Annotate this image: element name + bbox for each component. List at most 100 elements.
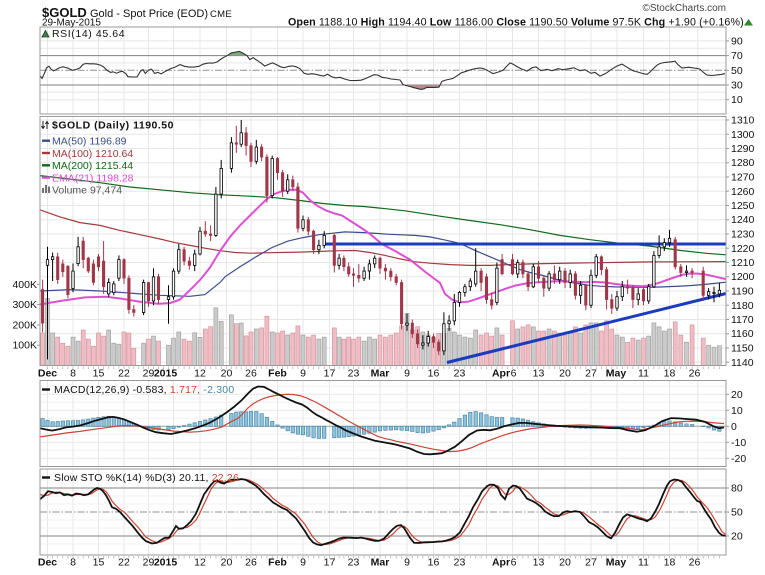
svg-text:$GOLD: $GOLD: [42, 5, 87, 20]
svg-text:1290: 1290: [731, 143, 755, 155]
svg-text:13: 13: [533, 557, 545, 569]
svg-text:9: 9: [404, 368, 410, 380]
svg-text:8: 8: [70, 368, 76, 380]
svg-text:23: 23: [348, 557, 360, 569]
svg-text:23: 23: [348, 368, 360, 380]
svg-text:200K: 200K: [12, 319, 37, 331]
svg-text:16: 16: [428, 557, 440, 569]
svg-text:17: 17: [324, 368, 336, 380]
svg-text:15: 15: [93, 368, 105, 380]
svg-text:MA(50) 1196.89: MA(50) 1196.89: [52, 136, 127, 148]
svg-text:22: 22: [118, 557, 130, 569]
svg-text:29: 29: [143, 368, 155, 380]
svg-text:9: 9: [300, 557, 306, 569]
svg-text:1270: 1270: [731, 172, 755, 184]
svg-text:23: 23: [454, 368, 466, 380]
svg-text:2015: 2015: [154, 557, 178, 569]
svg-text:Dec: Dec: [38, 557, 57, 569]
svg-text:2015: 2015: [154, 368, 178, 380]
svg-text:1190: 1190: [731, 286, 754, 298]
svg-text:MA(200) 1215.44: MA(200) 1215.44: [52, 160, 133, 172]
svg-text:400K: 400K: [12, 279, 37, 291]
svg-text:90: 90: [731, 35, 743, 47]
svg-text:20: 20: [559, 368, 571, 380]
svg-text:18: 18: [664, 557, 676, 569]
svg-text:Apr: Apr: [492, 557, 510, 569]
svg-text:50: 50: [731, 65, 743, 77]
svg-text:26: 26: [689, 557, 701, 569]
svg-text:MACD(12,26,9) -0.583, 1.717, -: MACD(12,26,9) -0.583, 1.717, -2.300: [54, 384, 234, 396]
svg-text:29-May-2015: 29-May-2015: [42, 18, 101, 29]
svg-text:26: 26: [245, 368, 257, 380]
svg-text:12: 12: [194, 368, 206, 380]
svg-text:30: 30: [731, 80, 743, 92]
svg-text:26: 26: [245, 557, 257, 569]
svg-text:Mar: Mar: [371, 557, 390, 569]
svg-text:26: 26: [689, 368, 701, 380]
svg-text:Mar: Mar: [371, 368, 390, 380]
svg-text:10: 10: [731, 405, 743, 417]
svg-text:Open 1188.10 High 1194.40 Low: Open 1188.10 High 1194.40 Low 1186.00 Cl…: [288, 17, 744, 29]
svg-text:-10: -10: [731, 437, 746, 449]
svg-text:10: 10: [731, 94, 743, 106]
svg-text:12: 12: [194, 557, 206, 569]
svg-text:Apr: Apr: [492, 368, 510, 380]
svg-text:20: 20: [731, 531, 743, 543]
svg-text:29: 29: [143, 557, 155, 569]
svg-text:1210: 1210: [731, 257, 755, 269]
svg-text:1240: 1240: [731, 214, 755, 226]
svg-text:1180: 1180: [731, 300, 754, 312]
svg-text:1230: 1230: [731, 229, 755, 241]
svg-text:1310: 1310: [731, 115, 755, 127]
svg-text:Slow STO %K(14) %D(3) 20.11, 2: Slow STO %K(14) %D(3) 20.11, 22.26: [54, 472, 239, 484]
svg-text:1140: 1140: [731, 357, 754, 369]
svg-text:9: 9: [300, 368, 306, 380]
svg-text:6: 6: [511, 368, 517, 380]
svg-text:1220: 1220: [731, 243, 755, 255]
svg-text:1160: 1160: [731, 328, 754, 340]
svg-text:80: 80: [731, 483, 743, 495]
svg-text:11: 11: [638, 557, 649, 569]
svg-text:27: 27: [585, 557, 597, 569]
svg-text:22: 22: [118, 368, 130, 380]
svg-text:Volume 97,474: Volume 97,474: [52, 185, 122, 197]
svg-text:Dec: Dec: [38, 368, 57, 380]
svg-text:17: 17: [324, 557, 336, 569]
svg-text:15: 15: [93, 557, 105, 569]
svg-text:May: May: [606, 557, 627, 569]
svg-text:50: 50: [731, 507, 743, 519]
svg-text:1200: 1200: [731, 271, 755, 283]
svg-text:RSI(14) 45.64: RSI(14) 45.64: [52, 28, 125, 40]
svg-text:70: 70: [731, 50, 743, 62]
svg-text:9: 9: [404, 557, 410, 569]
svg-text:EMA(21) 1198.28: EMA(21) 1198.28: [52, 172, 134, 184]
svg-text:$GOLD (Daily) 1190.50: $GOLD (Daily) 1190.50: [52, 120, 174, 132]
svg-text:1250: 1250: [731, 200, 755, 212]
svg-text:Feb: Feb: [268, 557, 287, 569]
svg-text:1170: 1170: [731, 314, 754, 326]
svg-text:27: 27: [585, 368, 597, 380]
svg-text:Feb: Feb: [268, 368, 287, 380]
svg-text:1280: 1280: [731, 157, 755, 169]
svg-text:8: 8: [70, 557, 76, 569]
svg-text:6: 6: [511, 557, 517, 569]
svg-text:May: May: [606, 368, 627, 380]
svg-text:11: 11: [638, 368, 649, 380]
svg-text:©StockCharts.com: ©StockCharts.com: [642, 3, 726, 14]
svg-text:16: 16: [428, 368, 440, 380]
svg-text:CME: CME: [210, 9, 232, 20]
svg-text:23: 23: [454, 557, 466, 569]
svg-text:20: 20: [221, 557, 233, 569]
svg-text:1260: 1260: [731, 186, 755, 198]
svg-text:MA(100) 1210.64: MA(100) 1210.64: [52, 148, 133, 160]
svg-text:Gold - Spot Price (EOD): Gold - Spot Price (EOD): [90, 8, 208, 20]
svg-text:20: 20: [221, 368, 233, 380]
svg-text:300K: 300K: [12, 299, 37, 311]
svg-text:0: 0: [731, 421, 737, 433]
svg-text:18: 18: [664, 368, 676, 380]
svg-text:100K: 100K: [12, 340, 37, 352]
svg-text:20: 20: [731, 389, 743, 401]
svg-text:-20: -20: [731, 453, 746, 465]
svg-text:1300: 1300: [731, 129, 755, 141]
svg-text:20: 20: [559, 557, 571, 569]
